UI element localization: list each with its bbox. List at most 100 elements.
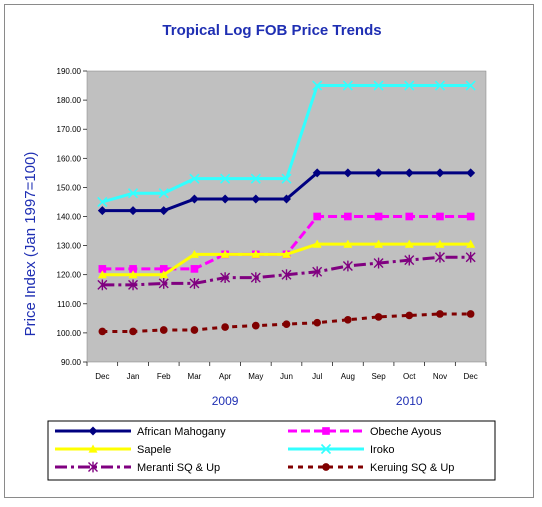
data-point <box>435 239 445 248</box>
data-point <box>466 212 475 221</box>
legend-marker <box>88 444 98 453</box>
data-point <box>374 239 384 248</box>
data-point <box>465 251 476 263</box>
x-tick-label: Jun <box>280 372 293 381</box>
legend-marker <box>88 426 98 436</box>
legend-label: African Mahogany <box>137 426 226 438</box>
data-point <box>98 265 107 273</box>
y-axis-labels: 90.00 100.00 110.00 120.00 130.00 140.00 150.0… <box>57 67 82 367</box>
series-keruing-sq-up <box>98 310 475 336</box>
data-point <box>97 270 107 279</box>
series-meranti-sq-up <box>97 251 476 291</box>
legend-marker <box>322 463 330 471</box>
data-point <box>128 270 138 279</box>
y-tick-label: 120.00 <box>57 271 82 280</box>
x-axis-labels: Dec Jan Feb Mar Apr May Jun Jul Aug Sep Oct Nov Dec 2… <box>95 372 478 408</box>
x-tick-label: Apr <box>219 372 232 381</box>
data-point <box>404 168 414 178</box>
legend-label: Obeche Ayous <box>370 426 442 438</box>
data-point <box>374 168 384 178</box>
year-label: 2009 <box>212 394 239 408</box>
data-point <box>282 320 291 328</box>
legend-entry: Keruing SQ & Up <box>288 462 454 474</box>
data-point <box>466 168 476 178</box>
data-point <box>435 168 445 178</box>
data-point <box>251 321 260 330</box>
x-tick-label: Jan <box>127 372 140 381</box>
data-point <box>221 323 229 331</box>
data-point <box>189 173 200 184</box>
axes <box>83 70 487 366</box>
x-tick-label: Jul <box>312 372 322 381</box>
data-point <box>220 272 231 284</box>
data-point <box>281 173 292 184</box>
legend-entry: Iroko <box>288 443 394 456</box>
legend-entry: Obeche Ayous <box>288 426 442 438</box>
data-point <box>250 173 261 184</box>
x-tick-label: Nov <box>433 372 447 381</box>
chart-frame: Tropical Log FOB Price Trends Price Inde… <box>4 4 534 498</box>
data-point <box>98 327 107 336</box>
legend-label: Meranti SQ & Up <box>137 462 220 474</box>
year-label: 2010 <box>396 394 423 408</box>
data-point <box>281 269 292 281</box>
data-point <box>313 318 322 327</box>
data-point <box>313 212 322 221</box>
data-point <box>159 265 168 273</box>
y-tick-label: 160.00 <box>57 154 82 163</box>
data-point <box>220 173 231 184</box>
data-point <box>343 239 353 248</box>
chart-title: Tropical Log FOB Price Trends <box>162 22 381 39</box>
x-tick-label: Aug <box>341 372 355 381</box>
data-point <box>373 257 384 269</box>
data-point <box>220 249 230 258</box>
legend-entry: Sapele <box>55 444 171 456</box>
data-point <box>127 188 139 199</box>
data-point <box>251 194 261 204</box>
legend-label: Iroko <box>370 444 394 456</box>
data-point <box>436 310 444 318</box>
data-point <box>434 251 445 263</box>
data-point <box>374 212 383 221</box>
data-point <box>312 239 322 248</box>
data-point <box>129 327 137 336</box>
data-point <box>342 260 353 272</box>
data-point <box>159 206 169 216</box>
x-tick-label: Mar <box>188 372 202 381</box>
data-point <box>404 80 415 91</box>
y-tick-label: 140.00 <box>57 213 82 222</box>
data-point <box>404 239 414 248</box>
y-tick-label: 110.00 <box>57 300 81 309</box>
data-point <box>129 265 137 273</box>
legend-label: Sapele <box>137 444 171 456</box>
data-point <box>465 80 476 91</box>
data-point <box>128 206 138 216</box>
series-layer <box>97 80 476 336</box>
data-point <box>344 212 352 221</box>
data-point <box>312 266 323 278</box>
data-point <box>97 279 108 291</box>
data-point <box>436 212 444 221</box>
data-point <box>190 265 199 273</box>
y-tick-label: 130.00 <box>57 242 82 251</box>
data-point <box>159 326 168 334</box>
y-tick-label: 190.00 <box>57 67 82 76</box>
data-point <box>434 80 446 91</box>
data-point <box>128 279 139 291</box>
series-sapele <box>97 239 476 279</box>
chart: Tropical Log FOB Price Trends Price Inde… <box>22 22 496 481</box>
data-point <box>373 80 384 91</box>
legend-label: Keruing SQ & Up <box>370 462 454 474</box>
data-point <box>466 310 475 318</box>
data-point <box>158 188 169 199</box>
data-point <box>97 206 107 216</box>
x-tick-label: Sep <box>371 372 386 381</box>
legend-marker <box>322 427 330 435</box>
data-point <box>159 270 169 279</box>
data-point <box>312 168 322 178</box>
data-point <box>312 80 323 91</box>
data-point <box>374 313 383 321</box>
data-point <box>158 278 169 289</box>
data-point <box>189 194 199 204</box>
data-point <box>342 80 353 91</box>
